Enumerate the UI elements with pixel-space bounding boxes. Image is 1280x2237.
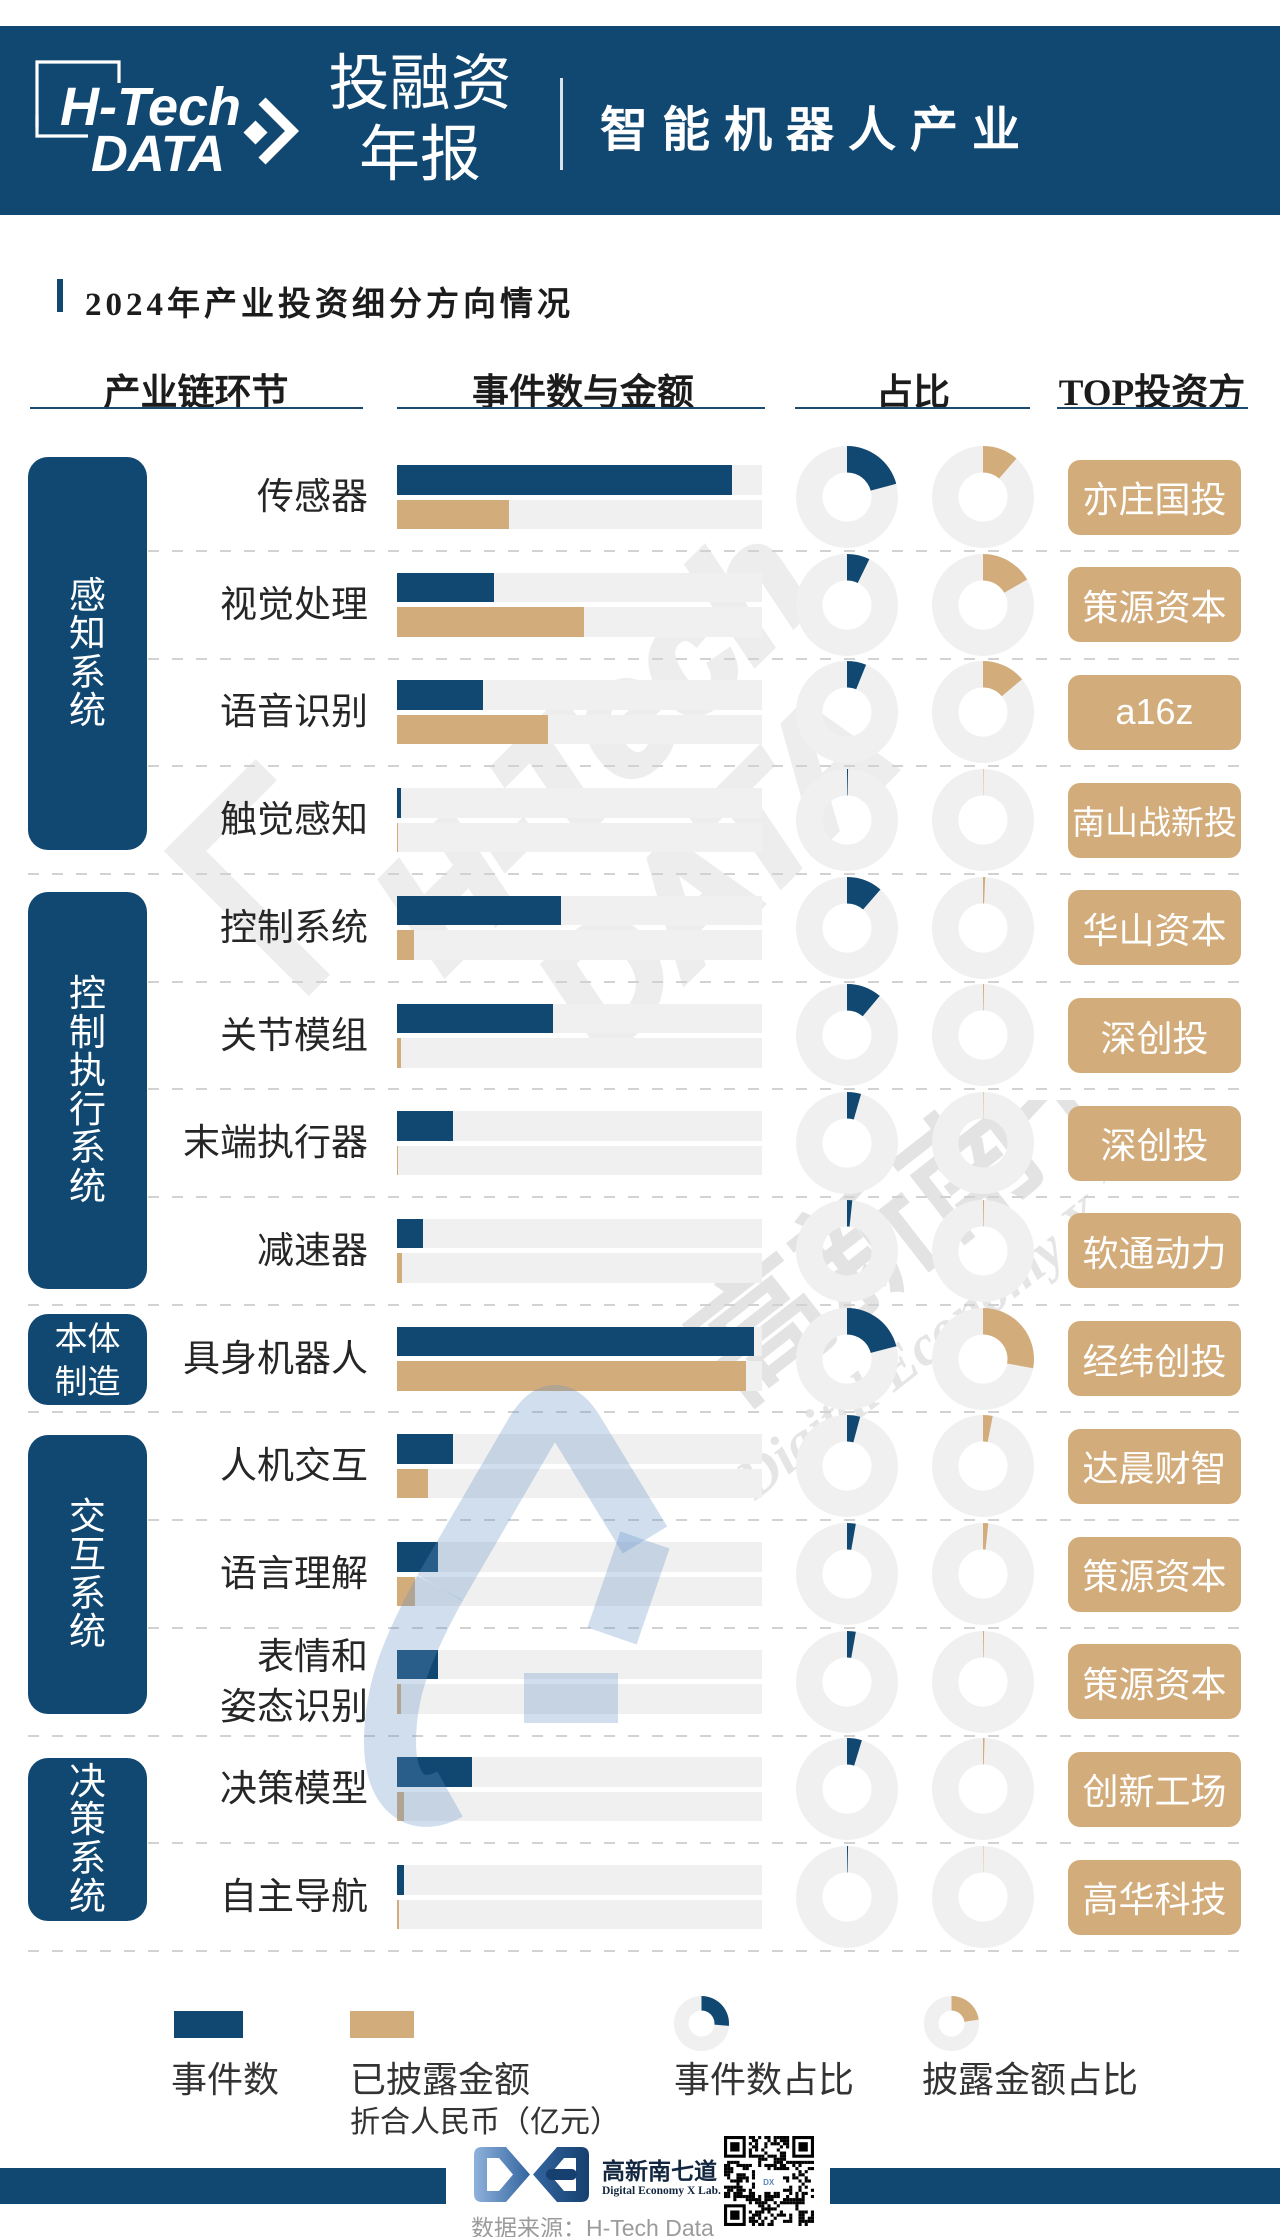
svg-text:DATA: DATA: [91, 125, 225, 175]
svg-text:H-Tech: H-Tech: [60, 77, 241, 137]
svg-text:DX: DX: [763, 2178, 775, 2187]
